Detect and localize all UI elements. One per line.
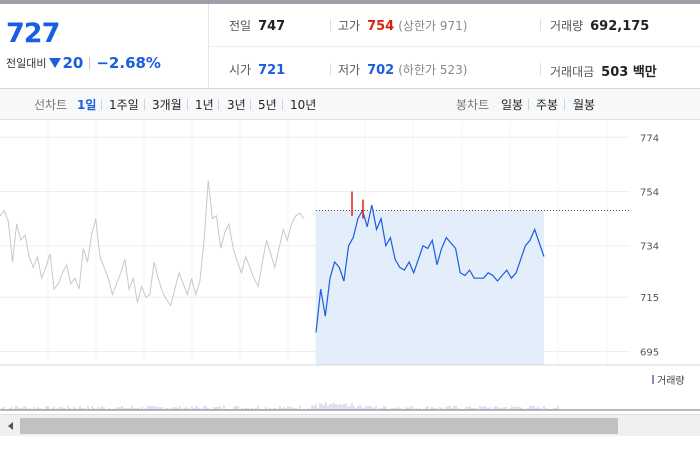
amount-value: 503 백만 xyxy=(601,65,657,80)
high-value: 754 xyxy=(367,19,395,34)
y-axis-ticks: 774 754 734 715 695 xyxy=(640,133,659,358)
stat-volume: 거래량 692,175 xyxy=(550,17,649,34)
prev-close-label: 전일 xyxy=(229,19,252,33)
tab-divider xyxy=(101,99,102,110)
tab-divider xyxy=(282,99,283,110)
change-value: 20 xyxy=(62,54,84,72)
tab-3y[interactable]: 3년 xyxy=(227,98,246,112)
stat-divider xyxy=(540,63,541,75)
tab-monthly[interactable]: 월봉 xyxy=(573,98,596,112)
tab-divider xyxy=(218,99,219,110)
quote-panel: 727 전일대비 20 −2.68% 전일 747 고가 754 (상한가 97… xyxy=(0,4,700,89)
change-rate: −2.68% xyxy=(96,54,161,72)
tab-daily[interactable]: 일봉 xyxy=(501,98,524,112)
horizontal-scrollbar[interactable] xyxy=(0,414,700,436)
tab-divider xyxy=(564,99,565,110)
scrollbar-thumb[interactable] xyxy=(20,418,618,434)
high-markers xyxy=(351,191,364,219)
chart-tabs: 선차트 1일 1주일 3개월 1년 3년 5년 10년 봉차트 일봉 주봉 월봉 xyxy=(0,89,700,120)
down-triangle-icon xyxy=(49,58,62,68)
volume-label: 거래량 xyxy=(550,19,584,33)
stat-row-divider xyxy=(209,46,700,47)
upper-limit: (상한가 971) xyxy=(398,19,468,33)
tab-10y[interactable]: 10년 xyxy=(290,98,317,112)
volume-legend-label: 거래량 xyxy=(657,376,685,387)
y-tick-label: 754 xyxy=(640,187,659,198)
tab-divider xyxy=(144,99,145,110)
low-value: 702 xyxy=(367,63,395,78)
tab-divider xyxy=(528,99,529,110)
price-chart: 774 754 734 715 695 xyxy=(0,121,700,411)
change-divider xyxy=(89,56,91,70)
change-row: 전일대비 20 −2.68% xyxy=(6,54,161,72)
current-price: 727 xyxy=(6,18,60,49)
volume-bars xyxy=(1,402,559,410)
y-tick-label: 695 xyxy=(640,347,659,358)
tab-1y[interactable]: 1년 xyxy=(195,98,214,112)
volume-legend-swatch xyxy=(652,375,654,384)
price-box: 727 전일대비 20 −2.68% xyxy=(0,4,209,89)
tab-1w[interactable]: 1주일 xyxy=(109,98,139,112)
stat-divider xyxy=(540,19,541,31)
lower-limit: (하한가 523) xyxy=(398,63,468,77)
open-label: 시가 xyxy=(229,63,252,77)
today-range-area xyxy=(316,210,544,365)
high-label: 고가 xyxy=(338,19,361,33)
low-label: 저가 xyxy=(338,63,361,77)
tab-5y[interactable]: 5년 xyxy=(258,98,277,112)
volume-value: 692,175 xyxy=(590,19,650,34)
stat-amount: 거래대금 503 백만 xyxy=(550,61,657,80)
stat-divider xyxy=(330,19,331,31)
volume-legend: 거래량 xyxy=(652,372,685,387)
y-tick-label: 774 xyxy=(640,133,659,144)
prev-close-value: 747 xyxy=(258,19,286,34)
stat-high: 고가 754 (상한가 971) xyxy=(338,17,467,34)
candle-chart-label: 봉차트 xyxy=(456,98,490,112)
top-bar xyxy=(0,0,700,4)
previous-price-series xyxy=(0,180,305,307)
stat-divider xyxy=(330,63,331,75)
y-tick-label: 734 xyxy=(640,242,659,253)
scroll-left-icon[interactable] xyxy=(8,422,13,430)
tab-3m[interactable]: 3개월 xyxy=(152,98,182,112)
tab-divider xyxy=(250,99,251,110)
stat-prev-close: 전일 747 xyxy=(229,17,285,34)
line-chart-label: 선차트 xyxy=(34,98,68,112)
stat-low: 저가 702 (하한가 523) xyxy=(338,61,467,78)
tab-1d[interactable]: 1일 xyxy=(77,98,97,112)
stat-open: 시가 721 xyxy=(229,61,285,78)
today-price-series xyxy=(315,204,545,333)
open-value: 721 xyxy=(258,63,286,78)
y-tick-label: 715 xyxy=(640,293,659,304)
tab-weekly[interactable]: 주봉 xyxy=(536,98,559,112)
amount-label: 거래대금 xyxy=(550,65,595,79)
tab-divider xyxy=(187,99,188,110)
change-label: 전일대비 xyxy=(6,57,47,70)
